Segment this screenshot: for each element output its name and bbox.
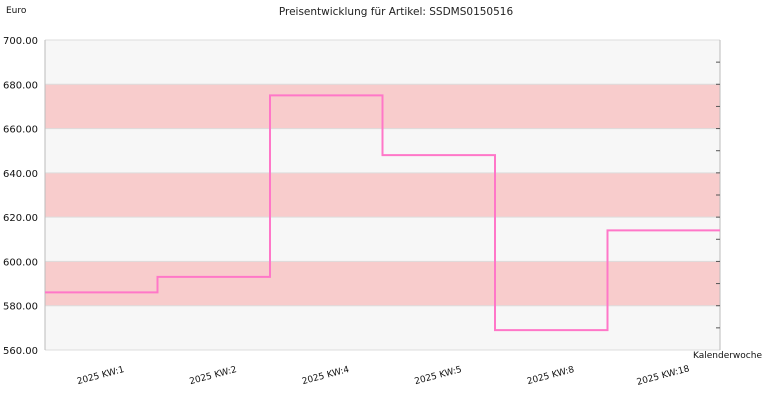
series-group [45, 94, 720, 332]
plot-band [45, 172, 720, 218]
plot-bands [44, 39, 721, 351]
series-line [45, 94, 720, 332]
y-axis-ticks: 560.00 580.00 600.00 620.00 640.00 660.00 680.… [3, 36, 720, 357]
plot-band [45, 261, 720, 306]
x-tick-label: 2025 KW:2 [189, 365, 238, 387]
x-tick-label: 2025 KW:1 [76, 365, 125, 387]
chart-title: Preisentwicklung für Artikel: SSDMS01505… [279, 6, 514, 18]
plot-band [45, 40, 720, 85]
x-tick-label: 2025 KW:5 [414, 365, 463, 387]
y-tick-label: 620.00 [3, 213, 38, 224]
x-axis-ticks: 2025 KW:1 2025 KW:2 2025 KW:4 2025 KW:5 2025… [76, 364, 691, 388]
y-tick-label: 580.00 [3, 302, 38, 313]
y-tick-label: 600.00 [3, 257, 38, 268]
x-tick-label: 2025 KW:18 [636, 364, 691, 388]
plot-band [45, 217, 720, 262]
x-axis-label: Kalenderwoche [693, 351, 762, 361]
x-tick-label: 2025 KW:8 [526, 365, 576, 387]
y-tick-label: 560.00 [3, 346, 38, 357]
y-axis-label: Euro [6, 6, 27, 16]
y-tick-label: 700.00 [3, 36, 38, 47]
plot-band [45, 305, 720, 350]
y-tick-label: 660.00 [3, 125, 38, 136]
y-tick-label: 640.00 [3, 169, 38, 180]
y-tick-label: 680.00 [3, 80, 38, 91]
x-tick-label: 2025 KW:4 [301, 365, 351, 387]
